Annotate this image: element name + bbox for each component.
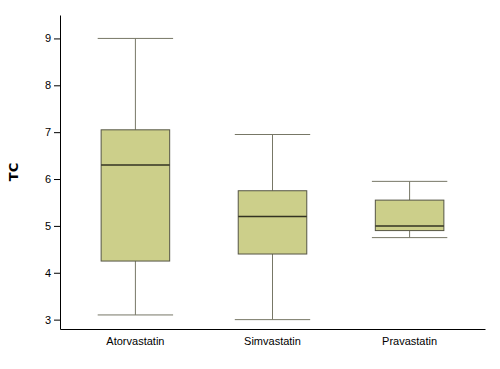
whisker-high [272, 135, 273, 191]
cap-low [235, 319, 310, 320]
median [375, 225, 444, 227]
y-tick-mark [54, 38, 60, 39]
y-tick: 7 [45, 126, 60, 138]
y-tick-label: 6 [45, 173, 51, 185]
y-tick-label: 4 [45, 267, 51, 279]
median [238, 216, 307, 218]
cap-high [372, 181, 447, 182]
y-axis: 3 4 5 6 7 8 9 [45, 16, 61, 330]
cap-low [372, 237, 447, 238]
y-tick-mark [54, 320, 60, 321]
x-tick: Atorvastatin [106, 335, 164, 347]
cap-high [235, 134, 310, 135]
box [101, 130, 170, 261]
y-tick: 4 [45, 267, 60, 279]
whisker-low [135, 261, 136, 315]
y-tick: 8 [45, 79, 60, 91]
y-tick: 3 [45, 314, 60, 326]
cap-low [98, 314, 173, 315]
y-tick-label: 5 [45, 220, 51, 232]
y-axis-title: TC [6, 163, 21, 181]
x-axis-line [61, 329, 486, 330]
y-tick-mark [54, 85, 60, 86]
whisker-high [409, 181, 410, 200]
y-tick-mark [54, 179, 60, 180]
chart-svg: 3 4 5 6 7 8 9 Atorvastatin Simvastatin Pravastati… [0, 0, 500, 369]
y-axis-line [60, 16, 61, 330]
whisker-low [409, 231, 410, 238]
x-tick: Pravastatin [382, 335, 437, 347]
x-axis: Atorvastatin Simvastatin Pravastatin [61, 330, 486, 348]
box-group [372, 181, 447, 237]
y-tick-label: 7 [45, 126, 51, 138]
x-tick-label: Atorvastatin [106, 335, 164, 347]
y-tick-mark [54, 273, 60, 274]
median [101, 164, 170, 166]
box-group [98, 38, 173, 315]
box [375, 200, 444, 230]
y-tick: 6 [45, 173, 60, 185]
boxes [98, 38, 448, 319]
whisker-high [135, 38, 136, 129]
x-tick-label: Pravastatin [382, 335, 437, 347]
whisker-low [272, 254, 273, 320]
y-tick: 5 [45, 220, 60, 232]
y-tick-mark [54, 226, 60, 227]
y-tick-label: 8 [45, 79, 51, 91]
cap-high [98, 38, 173, 39]
y-tick-label: 3 [45, 314, 51, 326]
box-group [235, 135, 310, 320]
y-tick-label: 9 [45, 32, 51, 44]
x-tick-label: Simvastatin [244, 335, 301, 347]
x-tick: Simvastatin [244, 335, 301, 347]
y-tick: 9 [45, 32, 60, 44]
chart-container: 3 4 5 6 7 8 9 Atorvastatin Simvastatin Pravastati… [0, 0, 500, 369]
box [238, 191, 307, 254]
y-tick-mark [54, 132, 60, 133]
